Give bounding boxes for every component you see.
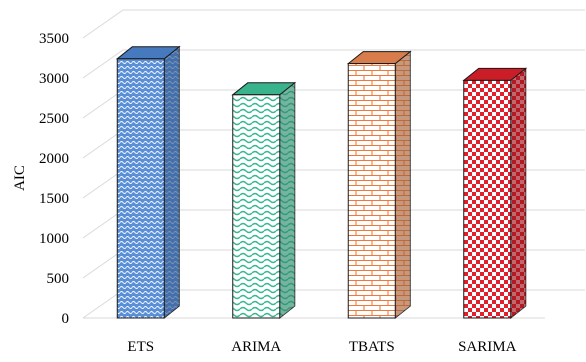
- bar-side-texture: [510, 68, 526, 319]
- bars: [115, 45, 528, 320]
- gridline: [82, 49, 585, 79]
- y-tick-label: 3500: [39, 31, 69, 47]
- bar-front: [347, 63, 396, 319]
- x-tick-label: SARIMA: [458, 339, 517, 355]
- bar-tbats: [346, 50, 412, 320]
- bar-front: [232, 94, 281, 319]
- bar-side-texture: [279, 82, 295, 318]
- y-axis-title: AIC: [12, 165, 28, 191]
- y-tick-label: 2000: [39, 151, 69, 167]
- y-tick-label: 1000: [39, 231, 69, 247]
- y-tick-label: 2500: [39, 111, 69, 127]
- y-tick-label: 1500: [39, 191, 69, 207]
- y-tick-label: 0: [62, 311, 70, 327]
- y-tick-label: 3000: [39, 71, 69, 87]
- bar-side-texture: [395, 51, 411, 318]
- bar-ets: [115, 45, 181, 320]
- x-tick-label: ARIMA: [231, 339, 281, 355]
- bar-sarima: [462, 67, 528, 320]
- bar-side-texture: [164, 46, 180, 319]
- bar-front: [116, 58, 165, 319]
- x-tick-label: TBATS: [349, 339, 395, 355]
- y-tick-label: 500: [47, 271, 70, 287]
- x-tick-label: ETS: [127, 339, 154, 355]
- axis-labels: 0 500 1000 1500 2000 2500 3000 3500 ETS ARIMA TBAT…: [12, 31, 517, 355]
- bar-arima: [231, 81, 297, 320]
- bar-front: [463, 79, 512, 319]
- gridline: [82, 9, 585, 39]
